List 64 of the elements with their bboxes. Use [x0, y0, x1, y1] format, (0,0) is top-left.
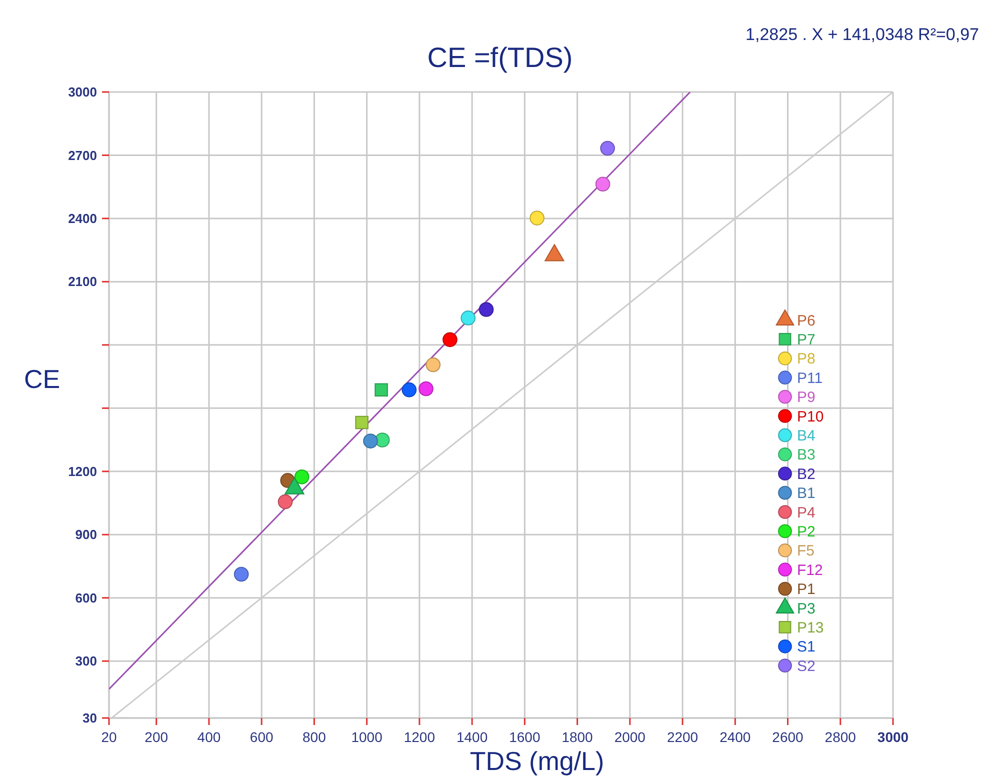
x-tick-label: 1600	[509, 728, 540, 745]
legend-label: S1	[797, 638, 816, 656]
x-tick-label: 3000	[877, 728, 909, 745]
legend-label: P4	[797, 504, 816, 522]
y-tick-label: 2400	[68, 211, 97, 226]
point	[234, 566, 249, 582]
point	[355, 416, 368, 430]
point	[426, 357, 441, 372]
y-axis-title: CE	[24, 364, 60, 394]
point	[363, 434, 378, 448]
x-tick-label: 2000	[614, 728, 646, 745]
point	[442, 332, 458, 348]
x-tick-label: 1800	[562, 728, 594, 745]
point	[460, 310, 476, 326]
y-tick-label: 3000	[68, 84, 97, 100]
legend-label: P10	[797, 408, 824, 426]
y-tick-label: 900	[75, 527, 97, 542]
chart-title: CE =f(TDS)	[427, 42, 573, 73]
y-tick-label: 600	[75, 590, 97, 606]
x-tick-label: 2600	[772, 728, 804, 745]
x-tick-label: 2200	[666, 728, 698, 745]
legend-label: P1	[797, 581, 816, 598]
x-tick-label: 400	[197, 728, 221, 745]
legend-label: P3	[797, 600, 816, 618]
x-tick-label: 2400	[720, 728, 751, 745]
point	[402, 382, 417, 398]
x-tick-label: 600	[250, 728, 274, 745]
x-tick-label: 1200	[404, 728, 436, 745]
point	[294, 469, 310, 484]
point	[478, 302, 494, 317]
point	[278, 494, 293, 510]
point	[530, 210, 544, 226]
point	[374, 383, 388, 396]
legend-label: F12	[797, 562, 823, 579]
legend-label: P9	[797, 389, 816, 406]
legend-label: S2	[797, 658, 816, 675]
legend-label: P11	[797, 370, 823, 387]
x-tick-label: 1000	[351, 728, 383, 745]
y-tick-label: 1200	[68, 464, 97, 479]
legend-label: P8	[797, 350, 816, 368]
y-tick-label: 2700	[68, 148, 97, 163]
legend-label: P2	[797, 523, 816, 540]
x-tick-label: 200	[144, 728, 168, 745]
x-tick-label: 1400	[456, 728, 488, 745]
point	[418, 381, 434, 396]
legend-label: F5	[797, 542, 815, 560]
point	[600, 140, 615, 156]
y-tick-label: 300	[75, 654, 97, 669]
x-tick-label: 2800	[824, 728, 856, 745]
legend-label: B4	[797, 427, 816, 444]
point	[595, 176, 610, 192]
legend-label: B2	[797, 466, 816, 483]
legend-label: B1	[797, 485, 816, 502]
x-axis-title: TDS (mg/L)	[470, 746, 604, 776]
legend-label: P7	[797, 331, 816, 348]
x-tick-label: 20	[101, 728, 117, 745]
x-tick-label: 800	[302, 728, 326, 745]
y-tick-label: 30	[82, 710, 97, 726]
legend-label: P13	[797, 619, 824, 636]
legend-label: B3	[797, 446, 816, 464]
y-tick-label: 2100	[68, 274, 97, 290]
legend-label: P6	[797, 312, 816, 330]
text: 1,2825 . X + 141,0348 R²=0,97	[746, 25, 979, 44]
point	[374, 432, 390, 448]
